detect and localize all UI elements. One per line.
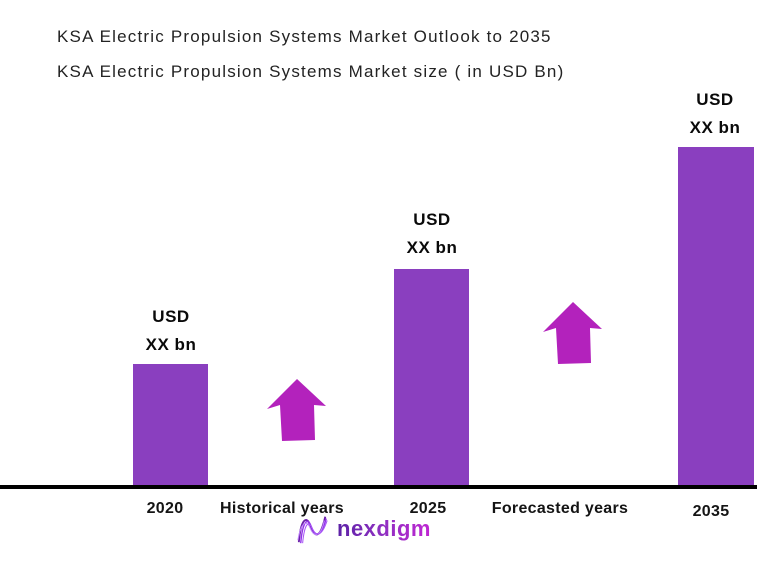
x-axis-label-2025: 2025 [409, 500, 447, 517]
bar-value-line2: XX bn [406, 238, 458, 257]
bar-value-line2: XX bn [689, 118, 741, 137]
x-axis-label-forecasted-years: Forecasted years [491, 500, 629, 517]
bar-value-label-2020: USD XX bn [106, 303, 236, 359]
bar-value-line1: USD [152, 307, 190, 326]
bar-value-label-2025: USD XX bn [367, 206, 497, 262]
nexdigm-logo-text: nexdigm [337, 516, 431, 541]
up-arrow-icon [267, 379, 326, 441]
nexdigm-wave-icon [297, 516, 328, 544]
bar-value-line2: XX bn [145, 335, 197, 354]
bar-2035 [678, 147, 754, 486]
x-axis-line [0, 485, 757, 489]
x-axis-label-2035: 2035 [692, 503, 730, 520]
nexdigm-logo: nexdigm [296, 512, 431, 546]
bar-value-label-2035: USD XX bn [650, 86, 773, 142]
bar-2025 [394, 269, 469, 486]
x-axis-label-historical-years: Historical years [220, 500, 344, 517]
page-title: KSA Electric Propulsion Systems Market O… [57, 27, 552, 46]
bar-value-line1: USD [413, 210, 451, 229]
bar-2020 [133, 364, 208, 486]
x-axis-label-2020: 2020 [146, 500, 184, 517]
page-subtitle: KSA Electric Propulsion Systems Market s… [57, 62, 565, 81]
bar-value-line1: USD [696, 90, 734, 109]
up-arrow-icon [543, 302, 602, 364]
